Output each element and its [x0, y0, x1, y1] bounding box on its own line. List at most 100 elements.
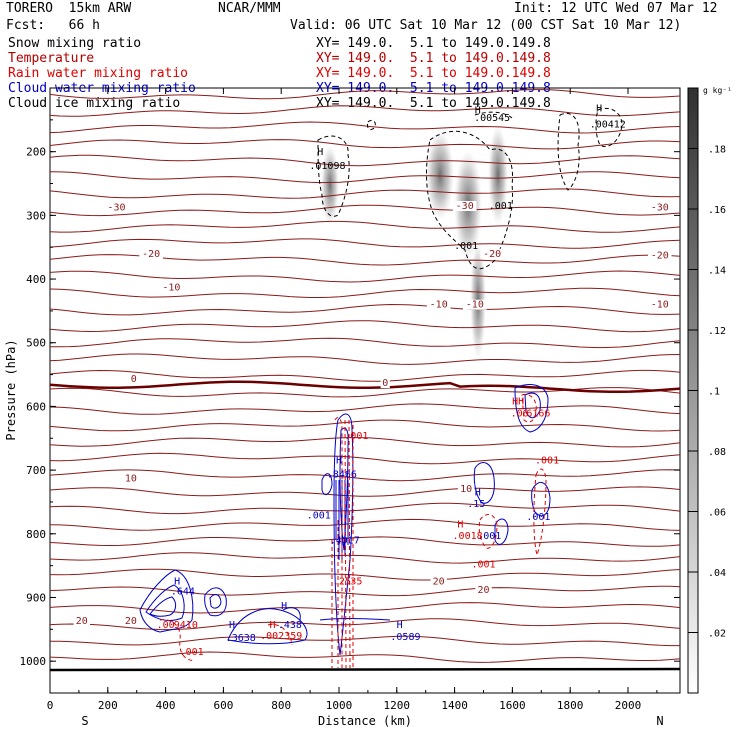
temperature-contour: [49, 536, 681, 547]
ground-line: [49, 667, 681, 672]
forecast-hour: Fcst: 66 h: [6, 18, 100, 33]
extremum-label: .00545: [474, 113, 510, 124]
extremum-label: .06: [511, 409, 529, 420]
temperature-labels: -30 -30 -30 -20 -20 -20 -10 -10 -10 -10 0 0 10 10 20 20…: [73, 201, 672, 627]
extremum-label: .00: [157, 620, 175, 631]
temperature-label: -20: [483, 249, 501, 260]
x-tick-label: 0: [47, 699, 54, 712]
extremum-label: .644: [171, 586, 195, 597]
colorbar-ticks: .02 .04 .06 .08 .1 .12 .14 .16 .18: [688, 145, 726, 640]
extremum-label: .0589: [390, 632, 420, 643]
extrema-labels: H.01098H.00545H.00412.001.001H.8466.001.…: [157, 104, 626, 658]
temperature-label: -10: [466, 300, 484, 311]
extremum-label: .001: [454, 241, 478, 252]
extremum-label: 35: [350, 577, 362, 588]
temperature-label-bg: [122, 616, 140, 627]
temperature-contour: [49, 303, 681, 316]
rain-water-contour: [159, 619, 196, 661]
temperature-label-bg: [73, 616, 90, 627]
cloud-ice-contour: [474, 111, 513, 119]
temperature-label: 0: [131, 374, 137, 385]
temperature-contour: [49, 320, 681, 333]
temperature-contour: [49, 369, 681, 382]
plot-frame: [49, 87, 681, 694]
field-name-cloud-ice: Cloud ice mixing ratio: [8, 96, 181, 111]
extremum-label: .438: [278, 620, 302, 631]
temperature-contour: [49, 171, 681, 184]
temperature-label-bg: [480, 248, 504, 259]
extremum-label: .001: [526, 512, 550, 523]
temperature-contour: [50, 635, 680, 647]
temperature-contour: [49, 469, 681, 482]
temperature-contour: [49, 220, 681, 233]
temperature-contour: [49, 437, 681, 448]
extremum-label: .001: [489, 201, 513, 212]
temperature-contour: [49, 518, 681, 531]
temperature-contour: [49, 568, 681, 581]
extremum-label: H: [174, 577, 180, 588]
temperature-contour: [49, 238, 681, 249]
temperature-contour: [49, 502, 681, 515]
colorbar-tick-label: .12: [708, 326, 726, 337]
x-tick-label: 1000: [326, 699, 353, 712]
temperature-contour: [49, 154, 681, 167]
colorbar-tick-label: .14: [708, 266, 726, 277]
temperature-label-bg: [463, 299, 487, 310]
temperature-label-bg: [104, 202, 129, 213]
x-tick-label: 1600: [499, 699, 526, 712]
temperature-label-bg: [457, 483, 475, 494]
temperature-contour: [49, 270, 681, 283]
model-title: TORERO 15km ARW: [6, 1, 132, 16]
extremum-label: .001: [180, 647, 204, 658]
temperature-label: -20: [142, 249, 160, 260]
temperature-label: 10: [125, 474, 137, 485]
cloud-water-contour: [473, 462, 495, 504]
temperature-contour: [49, 121, 681, 134]
y-tick-label: 1000: [20, 655, 47, 668]
cloud-ice-contour: [317, 135, 350, 217]
extremum-label: .001: [344, 431, 368, 442]
snow-blob: [488, 125, 508, 225]
extremum-label: .01098: [309, 161, 345, 172]
temperature-label-bg: [452, 201, 477, 211]
snow-blob: [321, 145, 339, 225]
colorbar-unit: g kg⁻¹: [703, 86, 732, 95]
temperature-label-bg: [475, 585, 492, 596]
y-axis-label: Pressure (hPa): [4, 339, 18, 440]
temperature-label: 20: [76, 616, 88, 627]
temperature-label: 20: [477, 585, 489, 596]
temperature-contour: [49, 602, 681, 614]
temperature-label: -10: [651, 300, 669, 311]
colorbar-tick-label: .04: [708, 568, 726, 579]
extremum-label: .8466: [327, 470, 357, 481]
temperature-contour: [49, 188, 681, 199]
temperature-contour: [49, 486, 681, 497]
extremum-label: .002359: [260, 631, 302, 642]
south-end-label: S: [81, 714, 88, 728]
field-xy-cloud-ice: XY= 149.0. 5.1 to 149.0.149.8: [316, 96, 551, 111]
temperature-contour: [49, 139, 681, 150]
temperature-label-bg: [426, 299, 451, 310]
y-tick-label: 800: [26, 528, 46, 541]
x-tick-label: 1400: [441, 699, 468, 712]
extremum-label: .001: [307, 511, 331, 522]
temperature-label-bg: [647, 299, 672, 310]
temperature-contour: [49, 552, 681, 564]
temperature-contours: [49, 89, 681, 663]
extremum-label: H: [475, 105, 481, 116]
extremum-label: HH: [512, 397, 524, 408]
extremum-label: 6166: [526, 409, 550, 420]
temperature-contour: [49, 287, 681, 298]
extremum-label: .001: [471, 560, 495, 571]
cloud-water-contour: [531, 482, 551, 517]
temperature-contour: [49, 452, 681, 465]
rain-water-contour: [533, 468, 547, 557]
cloud-ice-contours: [317, 107, 623, 270]
temperature-label: -20: [651, 251, 669, 262]
valid-time: Valid: 06 UTC Sat 10 Mar 12 (00 CST Sat …: [290, 18, 682, 33]
zero-isotherm: [49, 380, 681, 393]
temperature-label-bg: [129, 374, 139, 385]
snow-blob: [426, 130, 454, 220]
extremum-label: H: [281, 601, 287, 612]
